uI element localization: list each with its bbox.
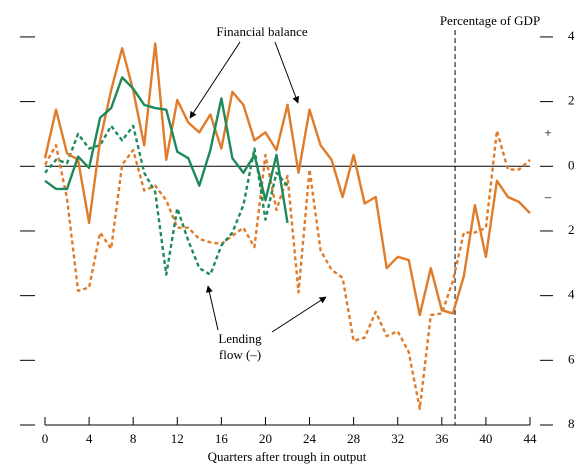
series-line (43, 129, 531, 411)
y-tick-label: 8 (568, 416, 575, 431)
x-tick-label: 24 (303, 431, 317, 446)
y-tick-label: 4 (568, 28, 575, 43)
x-tick-label: 4 (86, 431, 93, 446)
x-tick-label: 32 (391, 431, 404, 446)
arrow (271, 296, 327, 333)
sign: + (544, 125, 551, 140)
sign: – (544, 189, 552, 204)
x-tick-label: 28 (347, 431, 360, 446)
x-tick-label: 0 (42, 431, 49, 446)
unit-label: Percentage of GDP (440, 13, 540, 28)
y-tick-label: 4 (568, 287, 575, 302)
series-line (44, 76, 289, 224)
x-axis-label: Quarters after trough in output (208, 449, 367, 464)
series-line (43, 42, 531, 317)
series-line (44, 124, 289, 276)
arrow (189, 41, 241, 119)
x-tick-label: 12 (171, 431, 184, 446)
y-tick-label: 2 (568, 93, 575, 108)
arrow (274, 41, 300, 104)
x-tick-label: 36 (435, 431, 449, 446)
annotation: Financial balance (216, 24, 308, 39)
arrow (205, 285, 219, 331)
arrows (189, 41, 327, 333)
y-tick-label: 2 (568, 222, 575, 237)
x-tick-label: 20 (259, 431, 272, 446)
x-tick-label: 40 (479, 431, 492, 446)
annotation: Lending (218, 331, 262, 346)
annotation: flow (–) (219, 347, 261, 362)
x-tick-label: 44 (524, 431, 538, 446)
x-tick-label: 16 (215, 431, 229, 446)
x-tick-label: 8 (130, 431, 137, 446)
y-tick-label: 0 (568, 157, 575, 172)
y-tick-label: 6 (568, 351, 575, 366)
